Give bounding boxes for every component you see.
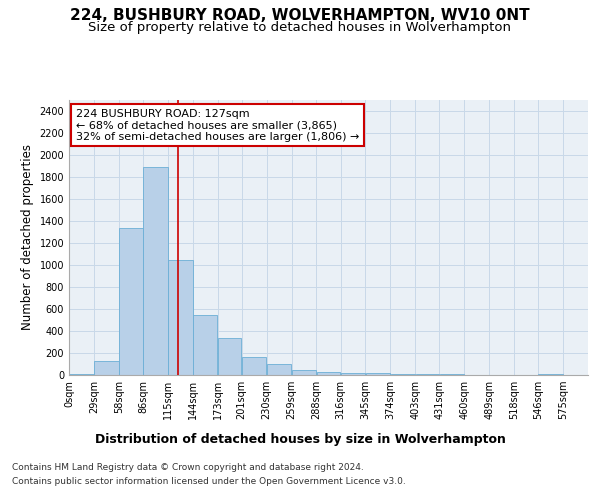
Bar <box>341 373 365 375</box>
Bar <box>416 374 439 375</box>
Text: Contains public sector information licensed under the Open Government Licence v3: Contains public sector information licen… <box>12 478 406 486</box>
Bar <box>365 373 390 375</box>
Bar <box>440 374 464 375</box>
Bar <box>538 374 563 375</box>
Bar <box>168 260 193 375</box>
Text: Contains HM Land Registry data © Crown copyright and database right 2024.: Contains HM Land Registry data © Crown c… <box>12 462 364 471</box>
Bar <box>119 228 143 375</box>
Bar <box>317 372 340 375</box>
Bar <box>69 374 94 375</box>
Bar <box>94 360 119 375</box>
Bar <box>292 370 316 375</box>
Y-axis label: Number of detached properties: Number of detached properties <box>21 144 34 330</box>
Bar <box>218 338 241 375</box>
Bar <box>193 314 217 375</box>
Bar <box>391 374 415 375</box>
Text: 224 BUSHBURY ROAD: 127sqm
← 68% of detached houses are smaller (3,865)
32% of se: 224 BUSHBURY ROAD: 127sqm ← 68% of detac… <box>76 109 359 142</box>
Text: Size of property relative to detached houses in Wolverhampton: Size of property relative to detached ho… <box>89 22 511 35</box>
Bar <box>242 357 266 375</box>
Text: 224, BUSHBURY ROAD, WOLVERHAMPTON, WV10 0NT: 224, BUSHBURY ROAD, WOLVERHAMPTON, WV10 … <box>70 8 530 22</box>
Text: Distribution of detached houses by size in Wolverhampton: Distribution of detached houses by size … <box>95 432 505 446</box>
Bar <box>267 364 292 375</box>
Bar <box>143 167 167 375</box>
